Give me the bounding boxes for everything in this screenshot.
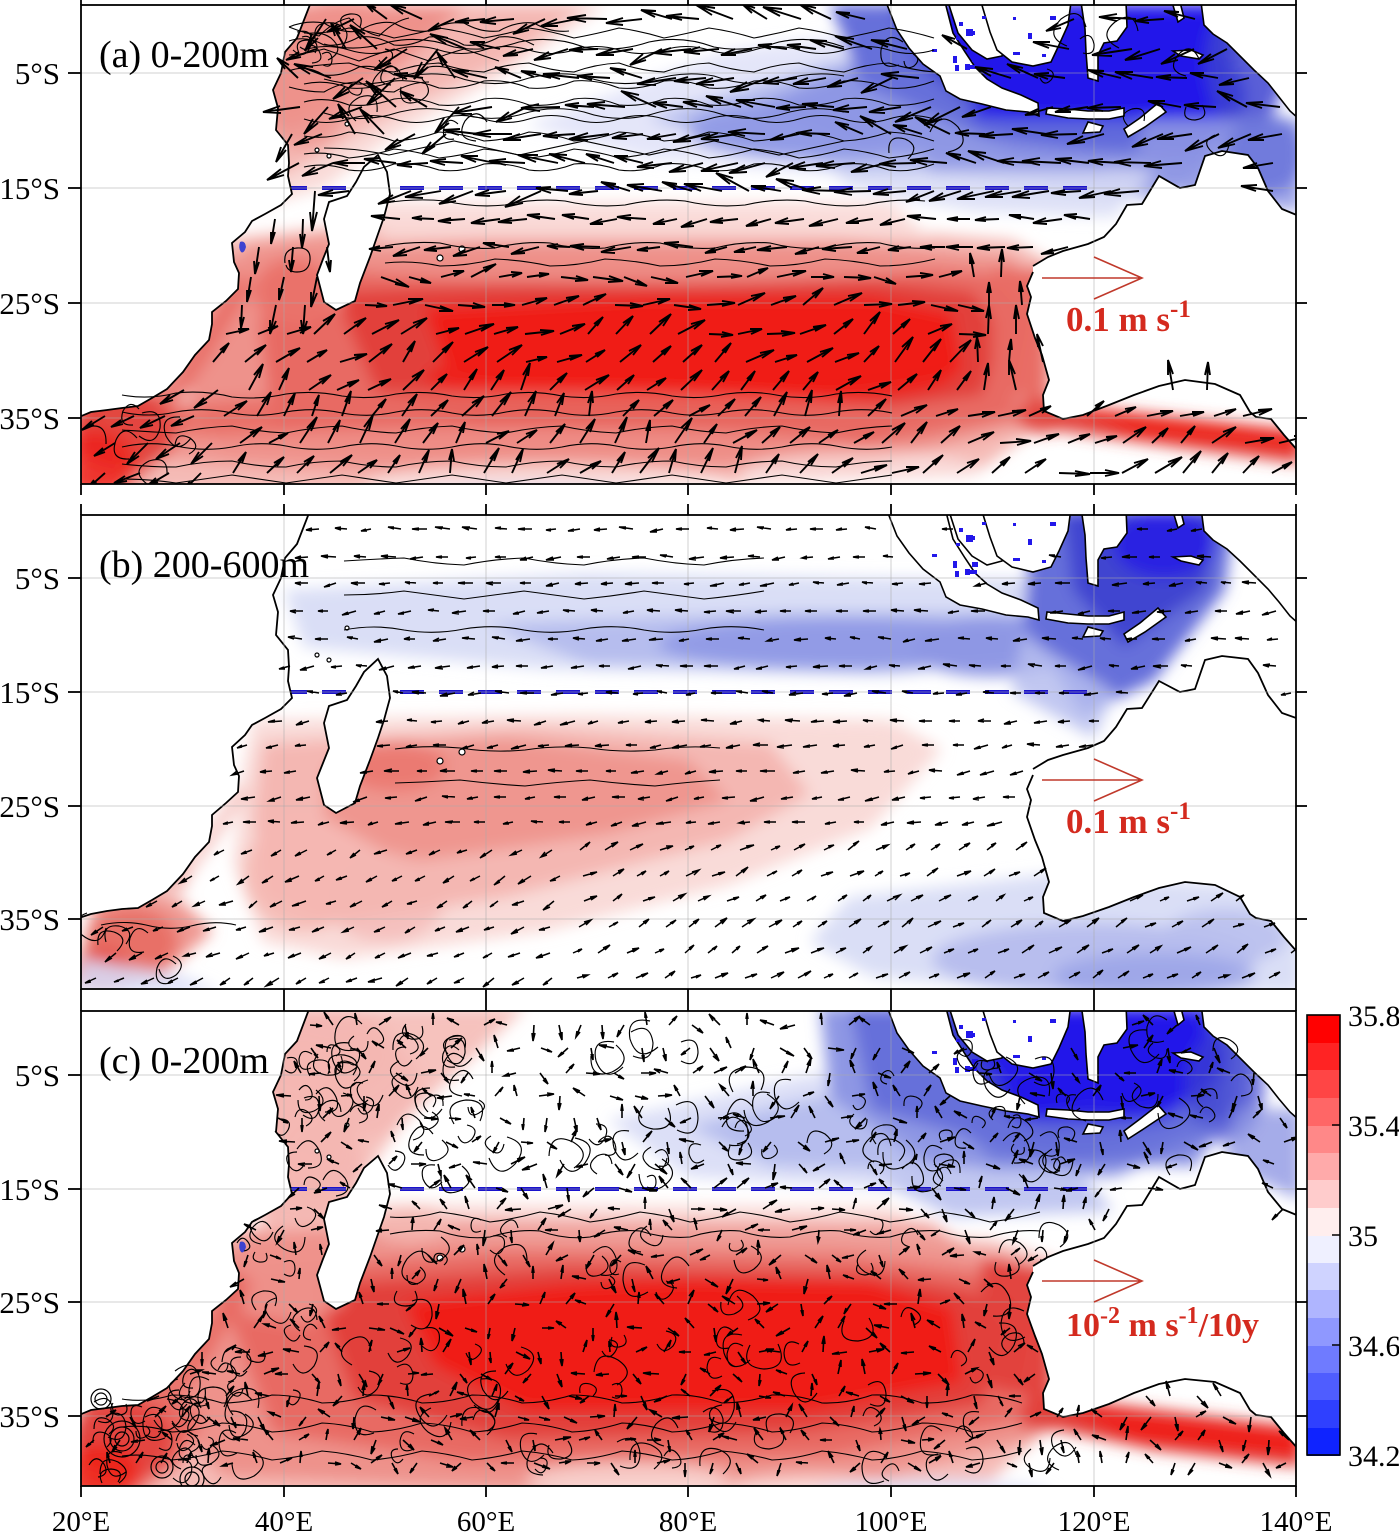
svg-text:80°E: 80°E	[659, 1506, 717, 1536]
svg-text:(b) 200-600m: (b) 200-600m	[99, 544, 309, 586]
svg-text:15°S: 15°S	[0, 1172, 60, 1207]
svg-text:60°E: 60°E	[457, 1506, 515, 1536]
svg-text:35°S: 35°S	[0, 902, 60, 937]
svg-text:20°E: 20°E	[52, 1506, 110, 1536]
svg-text:15°S: 15°S	[0, 675, 60, 710]
svg-text:(c) 0-200m: (c) 0-200m	[99, 1040, 269, 1082]
svg-text:40°E: 40°E	[255, 1506, 313, 1536]
svg-text:25°S: 25°S	[0, 286, 60, 321]
svg-text:25°S: 25°S	[0, 1285, 60, 1320]
svg-text:35.8: 35.8	[1348, 1000, 1399, 1033]
svg-text:5°S: 5°S	[15, 56, 60, 91]
svg-text:10-2 m s-1/10y: 10-2 m s-1/10y	[1066, 1303, 1259, 1344]
svg-text:35.4: 35.4	[1348, 1110, 1399, 1143]
svg-text:5°S: 5°S	[15, 561, 60, 596]
svg-text:120°E: 120°E	[1058, 1506, 1131, 1536]
svg-text:35°S: 35°S	[0, 401, 60, 436]
svg-text:100°E: 100°E	[855, 1506, 928, 1536]
svg-text:34.6: 34.6	[1348, 1330, 1399, 1363]
svg-text:35: 35	[1348, 1220, 1378, 1253]
svg-text:35°S: 35°S	[0, 1399, 60, 1434]
svg-text:15°S: 15°S	[0, 171, 60, 206]
svg-text:34.2: 34.2	[1348, 1440, 1399, 1473]
svg-text:5°S: 5°S	[15, 1058, 60, 1093]
svg-text:140°E: 140°E	[1260, 1506, 1333, 1536]
svg-text:(a) 0-200m: (a) 0-200m	[99, 34, 269, 76]
svg-text:25°S: 25°S	[0, 789, 60, 824]
